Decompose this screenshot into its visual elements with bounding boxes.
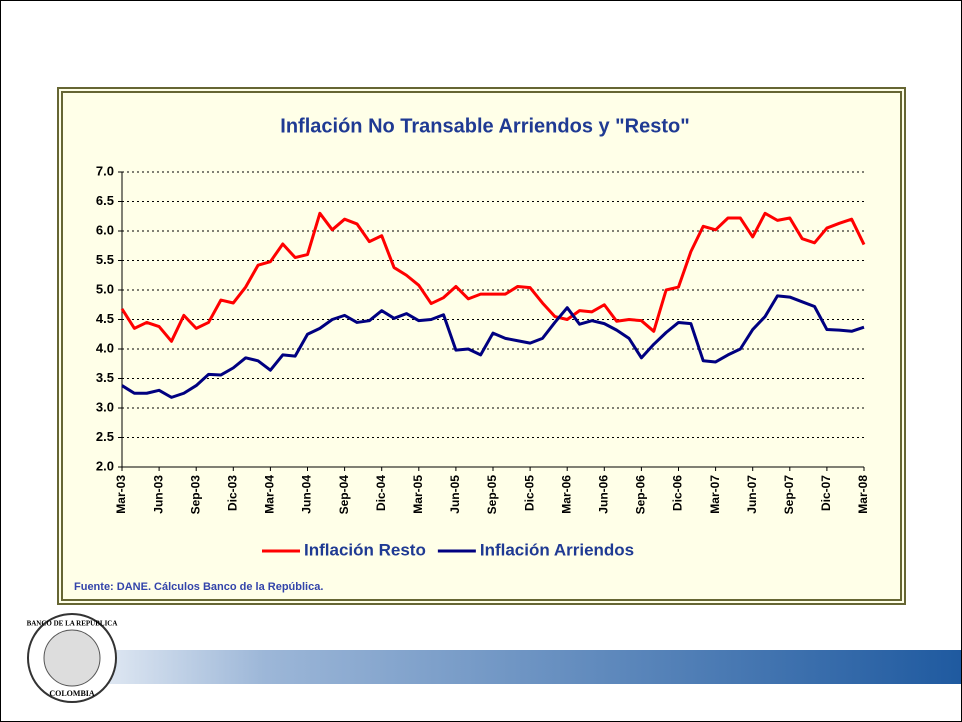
source-note: Fuente: DANE. Cálculos Banco de la Repúb… [74,581,323,593]
y-tick-label: 5.5 [96,252,114,267]
y-tick-label: 7.0 [96,163,114,178]
chart-frame [57,87,906,605]
series-line [121,294,865,399]
x-tick-label: Dic-07 [819,475,833,511]
x-tick-label: Dic-06 [671,475,685,511]
y-tick-label: 6.0 [96,222,114,237]
x-tick-label: Jun-06 [596,475,610,514]
x-tick-label: Jun-03 [151,475,165,514]
logo-top: BANCO DE LA REPUBLICA [27,620,118,628]
y-tick-label: 3.5 [96,370,114,385]
x-tick-label: Mar-03 [114,475,128,514]
x-tick-label: Sep-04 [337,475,351,515]
y-tick-label: 4.5 [96,311,114,326]
x-tick-label: Sep-06 [634,475,648,515]
series-line [120,211,866,343]
x-tick-label: Mar-07 [708,475,722,514]
x-tick-label: Mar-06 [559,475,573,514]
x-tick-label: Mar-04 [263,475,277,514]
chart-title: Inflación No Transable Arriendos y "Rest… [280,115,689,137]
y-tick-label: 2.5 [96,429,114,444]
x-tick-label: Dic-05 [522,475,536,511]
x-tick-label: Mar-08 [856,475,870,514]
y-tick-label: 3.0 [96,399,114,414]
logo: BANCO DE LA REPUBLICA COLOMBIA [27,613,118,703]
legend-label: Inflación Arriendos [480,540,634,559]
y-tick-label: 5.0 [96,281,114,296]
x-tick-label: Jun-04 [300,475,314,514]
x-tick-label: Jun-07 [745,475,759,514]
logo-face [43,629,101,687]
x-tick-label: Sep-07 [782,475,796,515]
y-tick-label: 4.0 [96,340,114,355]
logo-bottom: COLOMBIA [49,689,95,698]
x-tick-label: Mar-05 [411,475,425,514]
x-tick-label: Dic-03 [225,475,239,511]
x-tick-label: Sep-05 [485,475,499,515]
legend-label: Inflación Resto [304,540,426,559]
y-tick-label: 2.0 [96,458,114,473]
x-tick-label: Dic-04 [374,475,388,511]
chart-frame-inner [61,91,902,601]
y-tick-label: 6.5 [96,193,114,208]
x-tick-label: Jun-05 [448,475,462,514]
footer-band [30,650,961,684]
x-tick-label: Sep-03 [188,475,202,515]
